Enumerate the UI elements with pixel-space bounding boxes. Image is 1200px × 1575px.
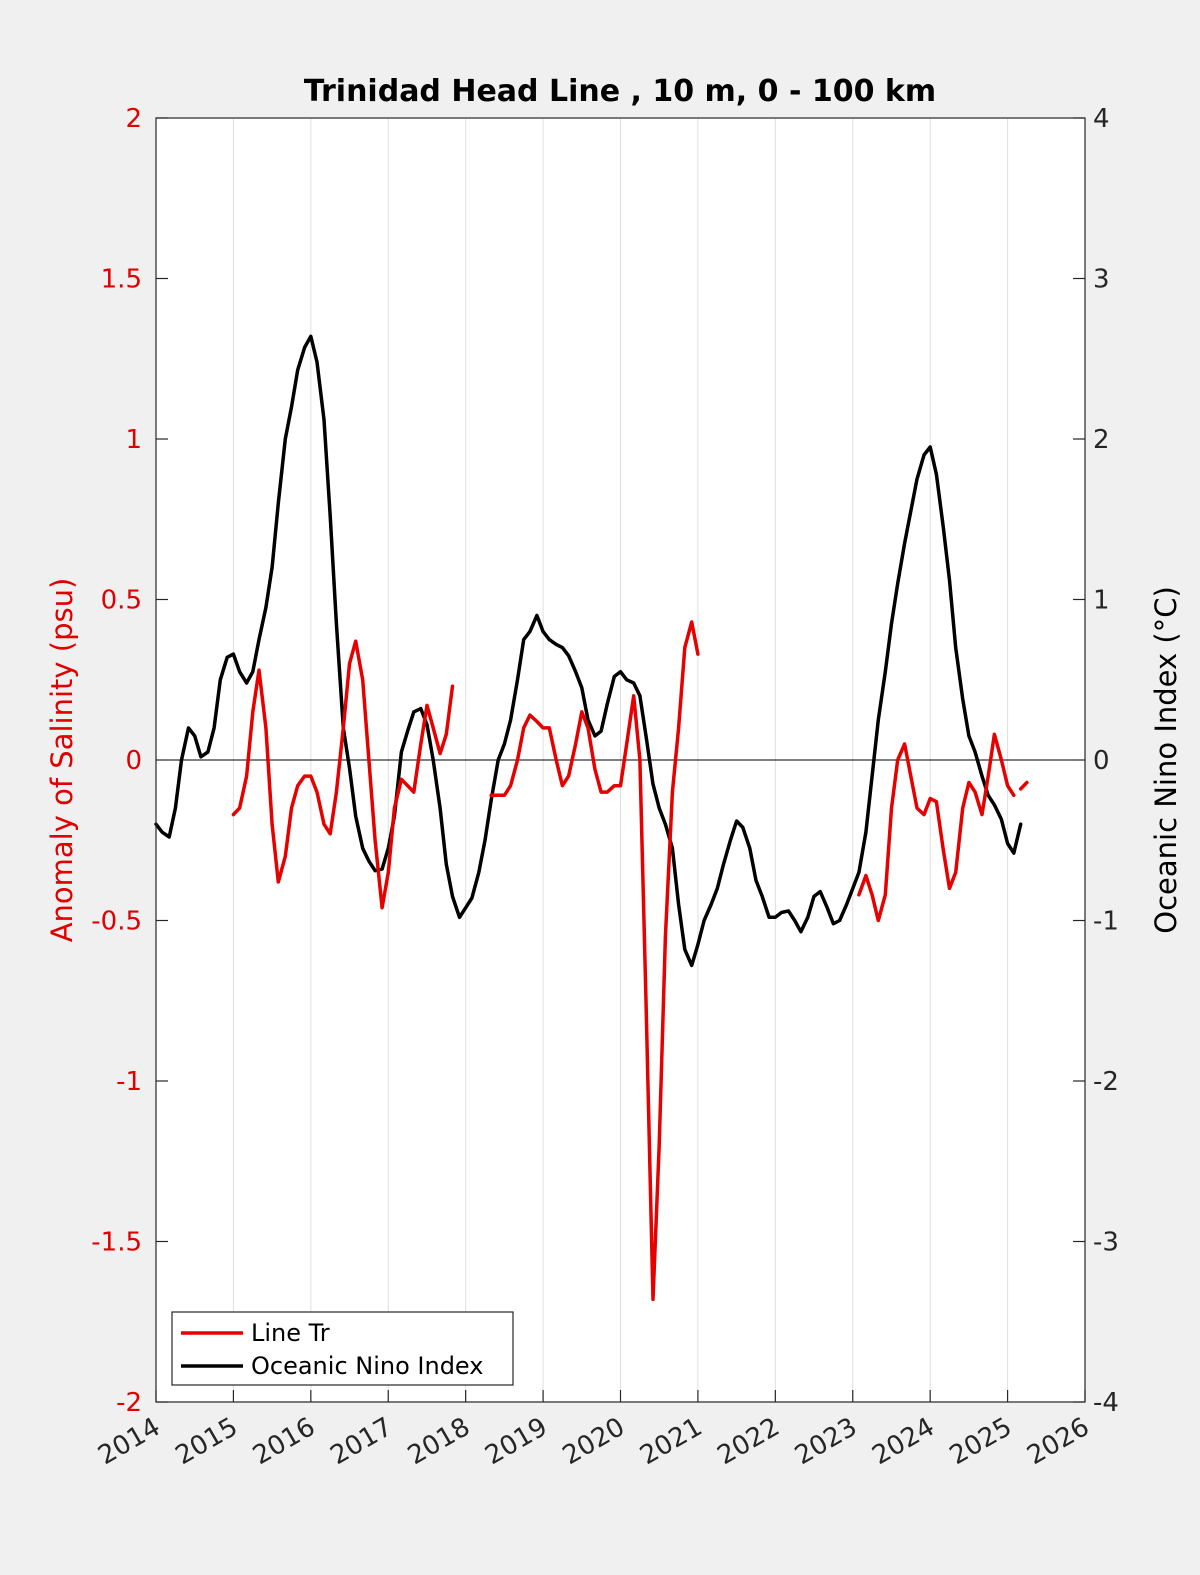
left-tick-label: -0.5 xyxy=(91,907,142,937)
x-tick-label: 2020 xyxy=(558,1412,630,1471)
x-tick-label: 2016 xyxy=(248,1412,320,1471)
left-tick-label: -1.5 xyxy=(91,1228,142,1258)
left-axis: -2 -1.5 -1 -0.5 0 0.5 1 1.5 2 xyxy=(91,104,168,1418)
series-layer xyxy=(154,334,1029,1302)
x-tick-label: 2021 xyxy=(635,1412,707,1471)
right-tick-label: -4 xyxy=(1093,1388,1119,1418)
left-tick-label: 2 xyxy=(125,104,142,134)
right-tick-label: -1 xyxy=(1093,907,1119,937)
right-tick-label: 2 xyxy=(1093,425,1110,455)
chart-title: Trinidad Head Line , 10 m, 0 - 100 km xyxy=(304,74,936,109)
series-line-line-tr xyxy=(857,732,1016,923)
right-tick-label: 1 xyxy=(1093,586,1110,616)
right-tick-label: 3 xyxy=(1093,265,1110,295)
left-tick-label: -1 xyxy=(116,1067,142,1097)
left-tick-label: 0.5 xyxy=(101,586,142,616)
x-tick-label: 2018 xyxy=(403,1412,475,1471)
x-tick-label: 2023 xyxy=(790,1412,862,1471)
x-tick-label: 2025 xyxy=(945,1412,1017,1471)
legend-label-line-tr: Line Tr xyxy=(251,1319,330,1347)
x-tick-label: 2022 xyxy=(713,1412,785,1471)
x-tick-label: 2024 xyxy=(867,1412,939,1471)
series-line-line-tr xyxy=(231,639,455,910)
x-tick-label: 2026 xyxy=(1022,1412,1094,1471)
series-line-line-tr xyxy=(1018,780,1029,791)
x-tick-label: 2017 xyxy=(325,1412,397,1471)
right-tick-label: 4 xyxy=(1093,104,1110,134)
left-tick-label: 1 xyxy=(125,425,142,455)
right-axis-label: Oceanic Nino Index (°C) xyxy=(1149,586,1183,934)
right-axis: -4 -3 -2 -1 0 1 2 3 4 xyxy=(1073,104,1119,1418)
series-line-line-tr xyxy=(489,620,700,1302)
left-tick-label: -2 xyxy=(116,1388,142,1418)
right-tick-label: 0 xyxy=(1093,746,1110,776)
left-tick-label: 1.5 xyxy=(101,265,142,295)
x-tick-label: 2014 xyxy=(93,1412,165,1471)
left-tick-label: 0 xyxy=(125,746,142,776)
legend: Line Tr Oceanic Nino Index xyxy=(171,1311,514,1386)
series-line-oceanic-nino-index xyxy=(154,334,1023,968)
legend-box xyxy=(171,1311,514,1386)
legend-label-oni: Oceanic Nino Index xyxy=(251,1352,483,1380)
x-tick-label: 2015 xyxy=(171,1412,243,1471)
right-tick-label: -2 xyxy=(1093,1067,1119,1097)
right-tick-label: -3 xyxy=(1093,1228,1119,1258)
left-axis-label: Anomaly of Salinity (psu) xyxy=(45,578,79,943)
x-tick-label: 2019 xyxy=(480,1412,552,1471)
